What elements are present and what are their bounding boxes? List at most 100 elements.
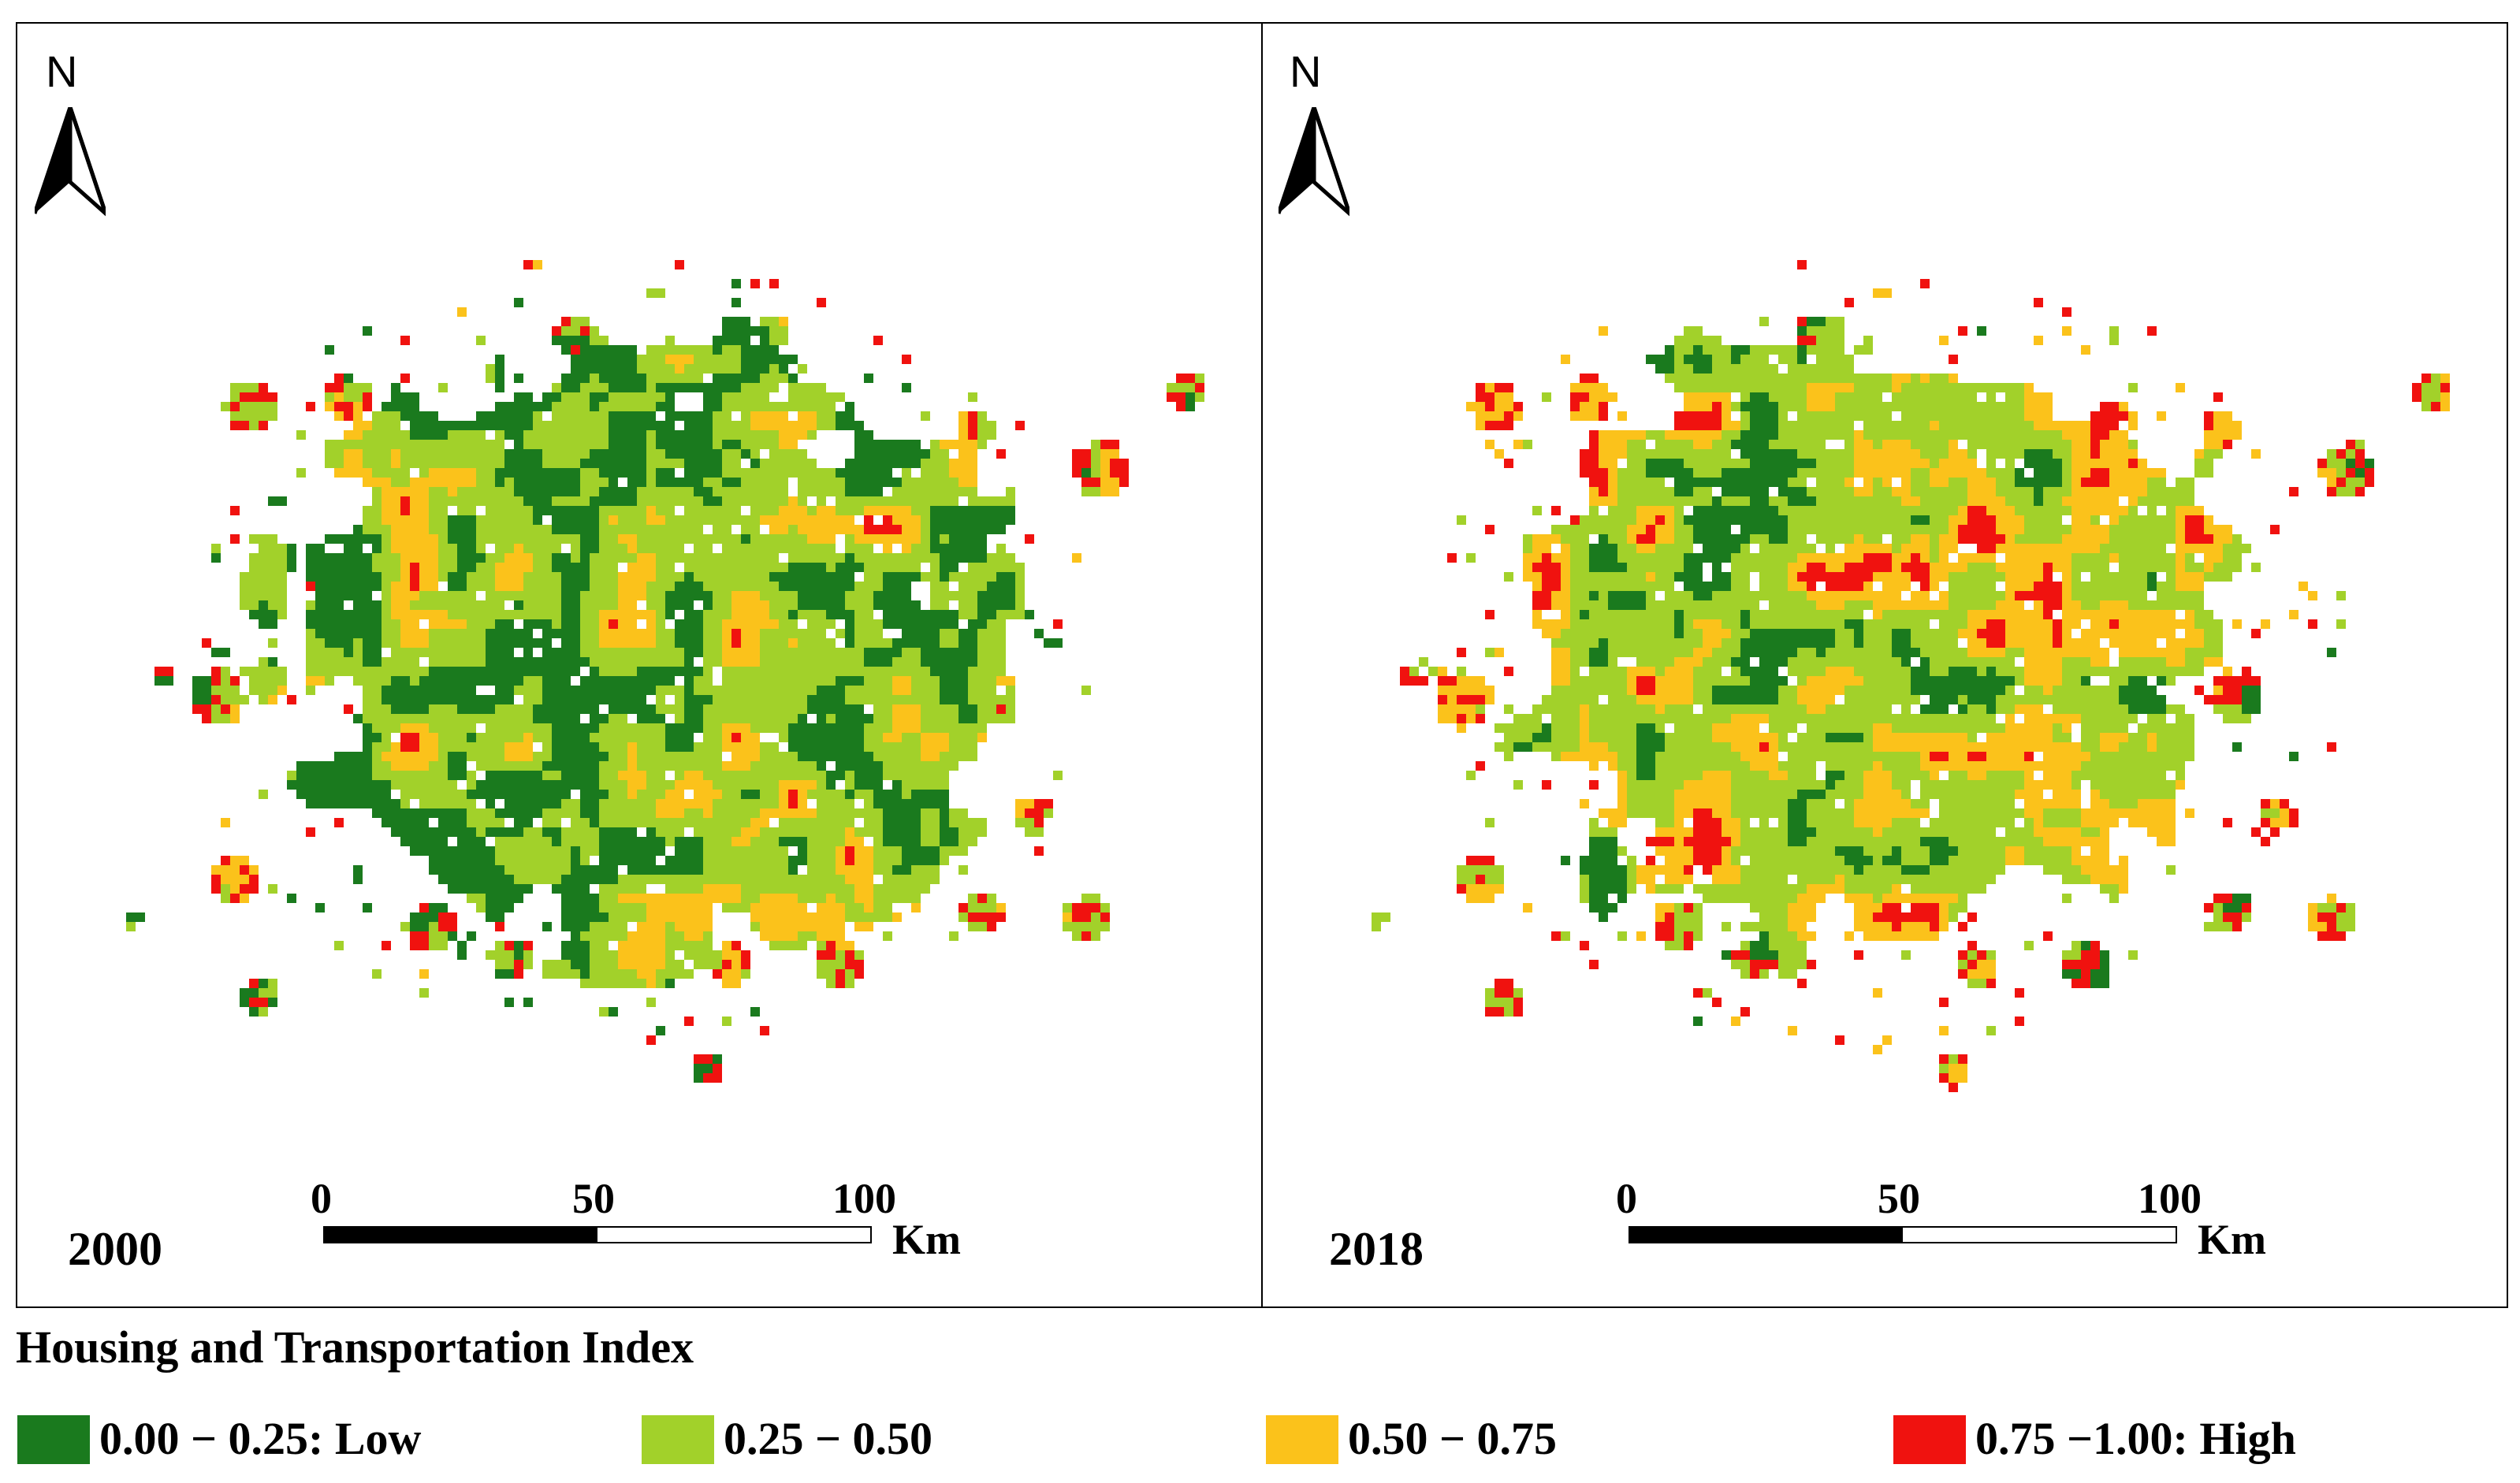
- map-cell: [504, 667, 514, 676]
- map-cell: [599, 468, 609, 478]
- map-cell: [495, 648, 504, 657]
- map-cell: [2071, 459, 2081, 468]
- map-cell: [580, 780, 590, 790]
- map-cell: [429, 808, 438, 818]
- map-cell: [1025, 827, 1034, 837]
- map-cell: [817, 818, 826, 827]
- map-cell: [391, 421, 400, 430]
- map-cell: [599, 657, 609, 667]
- map-cell: [599, 723, 609, 733]
- map-cell: [552, 771, 561, 780]
- map-cell: [1920, 421, 1930, 430]
- map-cell: [580, 979, 590, 988]
- map-cell: [731, 742, 741, 752]
- map-cell: [580, 648, 590, 657]
- map-cell: [495, 686, 504, 695]
- map-cell: [1580, 411, 1589, 421]
- map-cell: [883, 619, 892, 629]
- map-cell: [571, 752, 580, 761]
- map-cell: [382, 790, 391, 799]
- map-cell: [817, 411, 826, 421]
- map-cell: [618, 525, 627, 534]
- map-cell: [930, 506, 940, 515]
- map-cell: [1892, 449, 1901, 459]
- map-cell: [1712, 402, 1722, 411]
- map-cell: [1485, 411, 1495, 421]
- map-cell: [694, 799, 703, 808]
- map-cell: [845, 496, 854, 506]
- map-cell: [1504, 421, 1513, 430]
- map-cell: [1788, 449, 1797, 459]
- map-cell: [391, 704, 400, 714]
- map-cell: [438, 468, 448, 478]
- map-cell: [325, 657, 334, 667]
- map-cell: [996, 610, 1006, 619]
- map-cell: [476, 648, 486, 657]
- map-cell: [230, 383, 240, 392]
- map-cell: [1655, 355, 1665, 364]
- map-cell: [779, 506, 788, 515]
- map-cell: [1589, 430, 1599, 440]
- map-cell: [590, 979, 599, 988]
- map-cell: [722, 941, 731, 950]
- map-cell: [665, 544, 675, 553]
- map-cell: [1949, 402, 1958, 411]
- map-cell: [590, 676, 599, 686]
- map-cell: [486, 827, 495, 837]
- map-cell: [1608, 430, 1617, 440]
- map-cell: [684, 950, 694, 960]
- map-cell: [514, 449, 523, 459]
- map-cell: [656, 742, 665, 752]
- map-cell: [760, 931, 769, 941]
- map-cell: [1722, 374, 1731, 383]
- map-cell: [996, 563, 1006, 572]
- map-cell: [731, 979, 741, 988]
- map-cell: [580, 383, 590, 392]
- map-cell: [2034, 336, 2043, 345]
- map-cell: [609, 903, 618, 912]
- map-cell: [2128, 383, 2138, 392]
- map-cell: [552, 969, 561, 979]
- map-cell: [542, 714, 552, 723]
- map-cell: [656, 600, 665, 610]
- map-cell: [646, 591, 656, 600]
- map-cell: [306, 657, 315, 667]
- map-cell: [514, 960, 523, 969]
- map-cell: [126, 922, 136, 931]
- map-cell: [873, 894, 883, 903]
- map-cell: [363, 771, 372, 780]
- map-cell: [675, 487, 684, 496]
- map-cell: [419, 790, 429, 799]
- map-cell: [618, 771, 627, 780]
- map-cell: [561, 808, 571, 818]
- map-cell: [590, 411, 599, 421]
- map-cell: [1504, 459, 1513, 468]
- map-cell: [504, 704, 514, 714]
- map-cell: [514, 496, 523, 506]
- map-cell: [467, 629, 476, 638]
- map-cell: [703, 1073, 713, 1083]
- map-cell: [590, 657, 599, 667]
- map-cell: [429, 827, 438, 837]
- map-cell: [807, 771, 817, 780]
- map-cell: [807, 790, 817, 799]
- map-cell: [268, 392, 277, 402]
- map-cell: [854, 440, 864, 449]
- map-cell: [902, 667, 911, 676]
- map-cell: [817, 582, 826, 591]
- map-cell: [864, 894, 873, 903]
- map-cell: [571, 818, 580, 827]
- map-cell: [580, 515, 590, 525]
- map-cell: [958, 440, 968, 449]
- map-cell: [873, 723, 883, 733]
- map-cell: [1703, 402, 1712, 411]
- map-cell: [826, 411, 836, 421]
- map-cell: [1996, 440, 2005, 449]
- map-cell: [476, 865, 486, 875]
- map-cell: [836, 846, 845, 856]
- map-cell: [902, 619, 911, 629]
- map-cell: [561, 600, 571, 610]
- map-cell: [1617, 468, 1627, 478]
- map-cell: [656, 771, 665, 780]
- map-cell: [277, 496, 287, 506]
